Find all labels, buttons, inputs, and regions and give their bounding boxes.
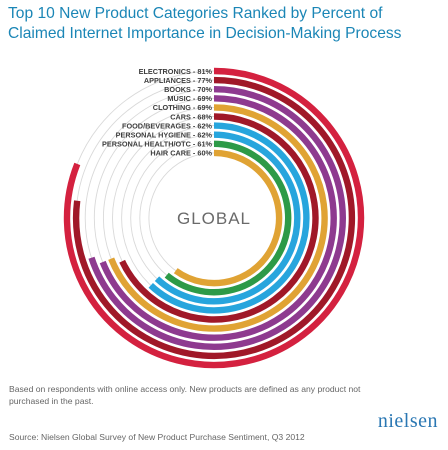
ring-label-personal-hygiene: PERSONAL HYGIENE - 62% bbox=[116, 131, 213, 140]
center-label: GLOBAL bbox=[177, 209, 251, 228]
ring-bar-music bbox=[99, 95, 337, 341]
chart-title-line-1: Top 10 New Product Categories Ranked by … bbox=[8, 5, 383, 22]
ring-bars bbox=[63, 67, 365, 369]
ring-label-books: BOOKS - 70% bbox=[164, 85, 212, 94]
chart-title: Top 10 New Product Categories Ranked by … bbox=[8, 4, 444, 44]
chart-title-line-2: Claimed Internet Importance in Decision-… bbox=[8, 25, 402, 42]
ring-bar-hair-care bbox=[173, 149, 283, 287]
ring-label-cars: CARS - 68% bbox=[170, 112, 212, 121]
ring-label-electronics: ELECTRONICS - 81% bbox=[139, 67, 213, 76]
ring-bar-books bbox=[88, 86, 346, 350]
ring-bar-personal-health-otc bbox=[164, 140, 292, 296]
source-note: Source: Nielsen Global Survey of New Pro… bbox=[9, 432, 305, 442]
ring-label-food-beverages: FOOD/BEVERAGES - 62% bbox=[122, 121, 213, 130]
ring-label-hair-care: HAIR CARE - 60% bbox=[150, 149, 212, 158]
ring-label-appliances: APPLIANCES - 77% bbox=[144, 76, 213, 85]
ring-bar-appliances bbox=[72, 76, 356, 360]
ring-label-personal-health-otc: PERSONAL HEALTH/OTC - 61% bbox=[102, 140, 213, 149]
ring-bar-personal-hygiene bbox=[154, 131, 301, 305]
ring-labels: ELECTRONICS - 81%APPLIANCES - 77%BOOKS -… bbox=[102, 67, 213, 158]
ring-bar-food-beverages bbox=[148, 122, 310, 314]
ring-bar-clothing bbox=[108, 104, 328, 332]
ring-label-clothing: CLOTHING - 69% bbox=[153, 103, 213, 112]
ring-bar-electronics bbox=[63, 67, 365, 369]
ring-label-music: MUSIC - 69% bbox=[167, 94, 212, 103]
radial-bar-chart: ELECTRONICS - 81%APPLIANCES - 77%BOOKS -… bbox=[63, 67, 365, 369]
footnote: Based on respondents with online access … bbox=[9, 384, 361, 406]
ring-bar-cars bbox=[119, 113, 319, 323]
nielsen-logo: nielsen bbox=[377, 410, 438, 432]
